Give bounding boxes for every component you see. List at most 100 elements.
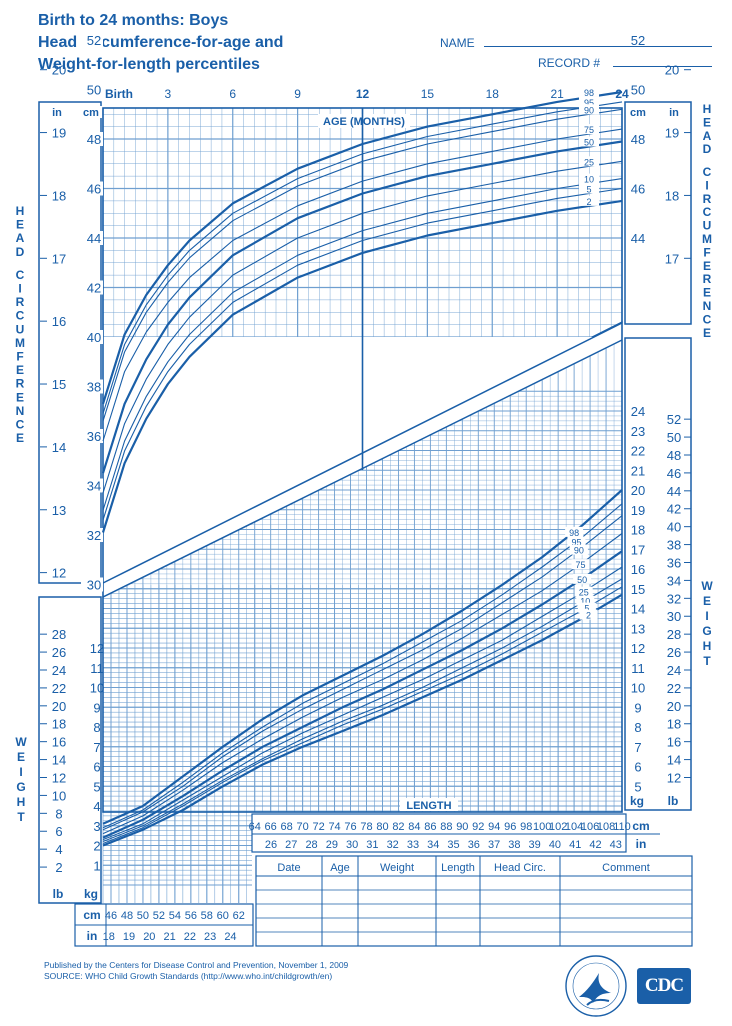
len-cm-tick-top: 76 xyxy=(344,821,356,833)
len-in-tick-bottom: 20 xyxy=(143,931,155,943)
wl-lb-tick: 16 xyxy=(52,735,66,750)
hc-cm-tick: 42 xyxy=(87,281,101,296)
age-tick-label: 18 xyxy=(486,87,500,101)
wl-kg-tick-right: 19 xyxy=(631,503,645,518)
len-in-unit-top: in xyxy=(636,837,647,851)
wl-lb-tick: 20 xyxy=(52,699,66,714)
wl-kg-tick: 11 xyxy=(90,661,104,676)
wl-lb-tick-right: 52 xyxy=(667,412,681,427)
len-in-tick-top: 39 xyxy=(529,839,541,851)
side-letter: E xyxy=(703,259,711,273)
side-letter: W xyxy=(701,579,713,593)
side-letter: E xyxy=(16,363,24,377)
len-cm-tick-top: 84 xyxy=(408,821,420,833)
len-cm-tick-top: 100 xyxy=(533,821,551,833)
len-in-tick-top: 40 xyxy=(549,839,561,851)
hc-in-tick-right: 19 xyxy=(665,126,679,141)
wl-lb-tick-right: 50 xyxy=(667,430,681,445)
hc-in-tick: 16 xyxy=(52,314,66,329)
wl-kg-tick-right: 16 xyxy=(631,562,645,577)
hc-right-panel xyxy=(624,101,692,325)
side-letter: G xyxy=(702,624,711,638)
hc-cm-tick-right: 46 xyxy=(631,182,645,197)
len-cm-tick-bottom: 62 xyxy=(233,910,245,922)
wl-kg-tick: 3 xyxy=(93,819,100,834)
hhs-seal-icon xyxy=(565,955,627,1017)
record-table: Date Age Weight Length Head Circ. Comment xyxy=(255,855,693,947)
len-cm-tick-bottom: 46 xyxy=(105,910,117,922)
age-label-box xyxy=(318,114,410,128)
len-cm-tick-top: 92 xyxy=(472,821,484,833)
side-letter: E xyxy=(16,390,24,404)
wl-curve-label-bg xyxy=(569,544,588,555)
len-cm-tick-bottom: 48 xyxy=(121,910,133,922)
len-cm-tick-bottom: 60 xyxy=(217,910,229,922)
age-tick-label: 6 xyxy=(229,87,236,101)
hc-in-tick: 18 xyxy=(52,188,66,203)
wl-curve-label-p50: 50 xyxy=(577,575,587,585)
wl-lb-tick: 26 xyxy=(52,645,66,660)
hc-cm-tick: 48 xyxy=(87,132,101,147)
wl-lb-tick-right: 20 xyxy=(667,699,681,714)
wl-curve-label-p75: 75 xyxy=(575,560,585,570)
len-cm-tick-bottom: 54 xyxy=(169,910,181,922)
hc-curve-p10 xyxy=(102,178,623,511)
age-tick-label: 9 xyxy=(294,87,301,101)
table-header-cell: Comment xyxy=(602,862,650,874)
side-letter: H xyxy=(703,639,712,653)
side-letter: R xyxy=(703,272,712,286)
hc-curve-p75 xyxy=(102,128,623,442)
len-cm-tick-top: 104 xyxy=(565,821,583,833)
len-cm-tick-top: 86 xyxy=(424,821,436,833)
in-unit-label-right: in xyxy=(669,107,679,119)
hc-curve-label-p95: 95 xyxy=(584,98,594,108)
name-field[interactable] xyxy=(484,46,712,47)
len-in-tick-top: 29 xyxy=(326,839,338,851)
cm-tick-bg xyxy=(81,330,103,344)
hc-curve-p2 xyxy=(101,199,623,533)
cm-tick-bg xyxy=(81,379,103,394)
wl-curve-label-p98: 98 xyxy=(569,528,579,538)
hc-in-tick: 15 xyxy=(52,377,66,392)
wl-lb-tick-right: 34 xyxy=(667,573,681,588)
len-cm-tick-bottom: 52 xyxy=(153,910,165,922)
wl-kg-tick-right: 15 xyxy=(631,582,645,597)
wl-curve-p95 xyxy=(102,503,623,829)
age-tick-label: 15 xyxy=(421,87,435,101)
len-in-tick-top: 30 xyxy=(346,839,358,851)
record-field[interactable] xyxy=(613,66,712,67)
wl-kg-tick-right: 21 xyxy=(631,463,645,478)
table-header-cell: Age xyxy=(330,862,350,874)
wl-kg-tick: 10 xyxy=(90,681,104,696)
wl-lb-tick: 22 xyxy=(52,681,66,696)
kg-unit-label: kg xyxy=(84,887,98,901)
len-cm-tick-top: 82 xyxy=(392,821,404,833)
wl-curve-p10 xyxy=(102,578,623,843)
hc-curve-label-bg xyxy=(579,96,599,107)
hc-curve-p95 xyxy=(102,101,623,414)
len-in-tick-top: 42 xyxy=(589,839,601,851)
side-letter: I xyxy=(705,178,708,192)
wl-lb-tick: 4 xyxy=(55,842,62,857)
hc-cm-tick: 50 xyxy=(87,83,101,98)
wl-kg-tick-right: 17 xyxy=(631,542,645,557)
hc-cm-tick-right: 52 xyxy=(631,33,645,48)
wl-curve-p50 xyxy=(102,550,623,839)
wl-curve-label-p95: 95 xyxy=(572,538,582,548)
weight-left-panel xyxy=(38,596,102,904)
len-in-tick-top: 26 xyxy=(265,839,277,851)
wl-curve-p90 xyxy=(102,515,623,831)
age-tick-label: 12 xyxy=(356,87,370,101)
wl-lb-tick-right: 28 xyxy=(667,627,681,642)
wl-curve-label-bg xyxy=(571,559,590,570)
hc-in-tick: 20 xyxy=(52,63,66,78)
hc-cm-tick: 36 xyxy=(87,429,101,444)
wl-lb-tick: 28 xyxy=(52,627,66,642)
hc-in-tick-right: 17 xyxy=(665,251,679,266)
cdc-logo: CDC xyxy=(637,968,691,1004)
record-label: RECORD # xyxy=(538,56,601,70)
wl-kg-tick: 2 xyxy=(93,839,100,854)
table-header-cell: Length xyxy=(441,862,475,874)
wl-curve-p98 xyxy=(102,489,623,825)
